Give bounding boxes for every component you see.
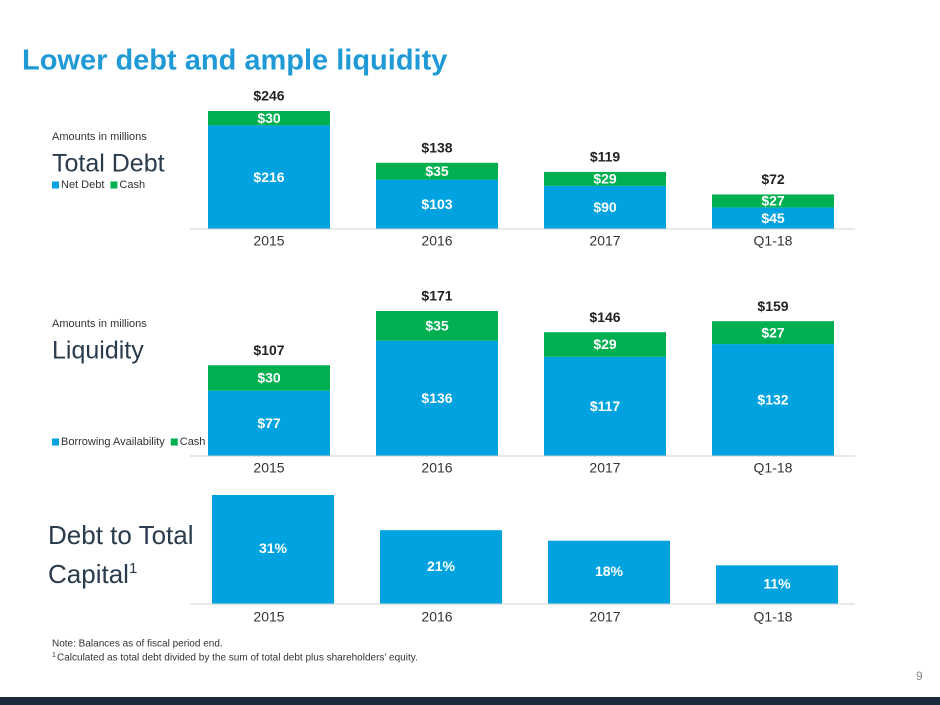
bar: [380, 530, 502, 604]
value-label: $216: [253, 169, 284, 185]
total-label: $107: [253, 342, 284, 358]
bar-segment: [712, 344, 834, 456]
footer-bar: [0, 697, 940, 705]
x-tick-label: 2017: [589, 460, 620, 476]
chart-title: Liquidity: [52, 337, 144, 365]
value-label: $29: [593, 171, 617, 187]
legend-swatch: [170, 438, 178, 446]
chart-title-text: Debt to Total Capital: [48, 520, 194, 589]
bar: [716, 565, 838, 604]
page-number: 9: [916, 669, 923, 683]
legend-label: Cash: [119, 179, 145, 191]
bar-segment: [712, 321, 834, 345]
value-label: $117: [590, 398, 621, 414]
value-label: $77: [257, 415, 281, 431]
value-label: $30: [257, 370, 281, 386]
value-label: $27: [761, 324, 785, 340]
value-label: $35: [425, 163, 449, 179]
chart-title: Total Debt: [52, 150, 165, 178]
value-label: $132: [757, 392, 788, 408]
total-label: $171: [421, 288, 452, 304]
slide-title: Lower debt and ample liquidity: [22, 45, 447, 77]
bar-segment: [544, 332, 666, 357]
chart-subtitle: Amounts in millions: [52, 131, 147, 143]
bar-segment: [208, 365, 330, 391]
bar-segment: [544, 171, 666, 186]
bar-segment: [712, 194, 834, 208]
bar-segment: [208, 125, 330, 229]
legend-swatch: [52, 438, 59, 446]
footnote: Calculated as total debt divided by the …: [57, 653, 418, 664]
note: Note: Balances as of fiscal period end.: [52, 639, 223, 650]
bar-segment: [544, 185, 666, 229]
value-label: $136: [421, 390, 452, 406]
total-label: $146: [589, 309, 620, 325]
bar-segment: [208, 390, 330, 456]
x-tick-label: Q1-18: [754, 609, 793, 625]
title-note: 1: [128, 560, 138, 577]
total-label: $246: [253, 88, 284, 104]
total-label: $138: [421, 140, 452, 156]
x-tick-label: 2016: [421, 609, 452, 625]
chart-title: Debt to Total Capital1: [48, 518, 198, 591]
legend-swatch: [110, 181, 118, 189]
total-label: $119: [590, 149, 621, 165]
footnote-marker: 1: [52, 652, 56, 659]
bar-segment: [376, 340, 498, 456]
bar-segment: [376, 311, 498, 341]
bar-segment: [712, 207, 834, 229]
value-label: 18%: [595, 563, 624, 579]
value-label: 11%: [763, 575, 791, 591]
legend-label: Net Debt: [61, 179, 104, 191]
total-label: $72: [761, 171, 785, 187]
legend-label: Cash: [180, 436, 206, 448]
x-tick-label: 2015: [253, 460, 284, 476]
value-label: $30: [257, 110, 281, 126]
value-label: $45: [761, 210, 785, 226]
x-tick-label: Q1-18: [754, 460, 793, 476]
x-tick-label: Q1-18: [754, 233, 793, 249]
value-label: $27: [761, 193, 785, 209]
bar-segment: [544, 356, 666, 456]
x-tick-label: 2015: [253, 609, 284, 625]
legend-label: Borrowing Availability: [61, 436, 165, 448]
x-tick-label: 2016: [421, 460, 452, 476]
value-label: $103: [421, 196, 452, 212]
x-tick-label: 2015: [253, 233, 284, 249]
chart-subtitle: Amounts in millions: [52, 318, 147, 330]
value-label: $90: [593, 199, 617, 215]
bar-segment: [376, 179, 498, 229]
value-label: $29: [593, 336, 617, 352]
total-label: $159: [757, 298, 788, 314]
x-tick-label: 2017: [589, 609, 620, 625]
value-label: 31%: [259, 540, 288, 556]
bar-segment: [376, 162, 498, 180]
value-label: $35: [425, 318, 449, 334]
bar-segment: [208, 111, 330, 126]
x-tick-label: 2017: [589, 233, 620, 249]
bar: [548, 540, 670, 604]
legend-swatch: [52, 181, 59, 189]
bar: [212, 495, 334, 604]
x-tick-label: 2016: [421, 233, 452, 249]
value-label: 21%: [427, 558, 456, 574]
